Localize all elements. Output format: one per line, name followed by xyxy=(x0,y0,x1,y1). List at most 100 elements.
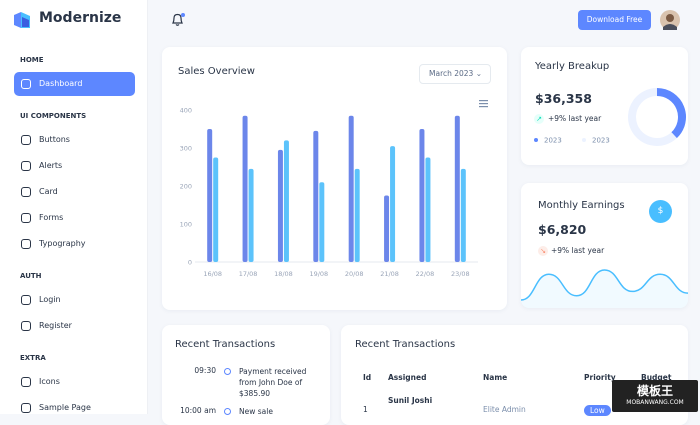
nav-icon xyxy=(21,213,31,223)
donut-segment xyxy=(656,88,686,139)
earnings-icon: $ xyxy=(649,200,672,223)
x-tick-label: 17/08 xyxy=(239,270,258,278)
bar xyxy=(354,168,360,262)
yearly-breakup-card: Yearly Breakup $36,358 ↗ +9% last year 2… xyxy=(521,47,688,165)
y-tick-label: 400 xyxy=(180,107,192,115)
bar xyxy=(390,146,396,262)
x-tick-label: 23/08 xyxy=(451,270,470,278)
table-cell: Elite Admin xyxy=(483,405,526,414)
card-title: Recent Transactions xyxy=(355,339,456,350)
nav-icon xyxy=(21,403,31,413)
table-cell: 1 xyxy=(363,405,368,414)
y-tick-label: 0 xyxy=(188,259,192,267)
bell-icon[interactable] xyxy=(170,12,186,28)
down-icon: ↘ xyxy=(538,246,548,256)
nav-label: Icons xyxy=(39,377,60,386)
month-dropdown[interactable]: March 2023 ⌄ xyxy=(419,64,491,84)
nav-label: Register xyxy=(39,321,72,330)
nav-item[interactable]: Typography xyxy=(14,232,135,256)
nav-item[interactable]: Dashboard xyxy=(14,72,135,96)
change: +9% last year xyxy=(551,246,605,255)
donut-chart: 2023 2023 xyxy=(534,88,686,146)
chart-menu[interactable] xyxy=(479,100,488,108)
nav-item[interactable]: Alerts xyxy=(14,154,135,178)
nav-item[interactable]: Register xyxy=(14,314,135,338)
nav-item[interactable]: Sample Page xyxy=(14,396,135,420)
bar xyxy=(277,149,283,262)
nav-icon xyxy=(21,295,31,305)
card-title: Monthly Earnings xyxy=(538,200,625,211)
nav-label: Forms xyxy=(39,213,64,222)
dot xyxy=(224,368,231,375)
donut-segment xyxy=(628,88,677,146)
change: +9% last year xyxy=(548,114,602,123)
nav-item[interactable]: Forms xyxy=(14,206,135,230)
y-tick-label: 100 xyxy=(180,221,192,229)
download-button[interactable]: Download Free xyxy=(578,10,651,30)
bar-chart: 0 100 200 300 400 16/08 17/08 18/08 19/08 20/08 21… xyxy=(180,100,488,278)
sidebar: Modernize HOME Dashboard UI COMPONENTS Butt… xyxy=(0,0,148,414)
bar xyxy=(283,140,289,262)
nav-heading: AUTH xyxy=(20,272,42,280)
amount: $6,820 xyxy=(538,222,587,237)
card-title: Yearly Breakup xyxy=(535,61,610,72)
nav: HOME Dashboard UI COMPONENTS Buttons Alerts C… xyxy=(14,50,135,420)
sales-overview-card: Sales Overview March 2023 ⌄ 0 100 200 300 400… xyxy=(162,47,507,310)
nav-label: Typography xyxy=(39,239,86,248)
nav-label: Sample Page xyxy=(39,403,91,412)
nav-icon xyxy=(21,321,31,331)
nav-icon xyxy=(21,79,31,89)
area-chart xyxy=(521,269,688,308)
nav-icon xyxy=(21,187,31,197)
bar xyxy=(319,182,325,262)
brand: Modernize xyxy=(39,10,122,26)
nav-item[interactable]: Login xyxy=(14,288,135,312)
x-tick-label: 19/08 xyxy=(309,270,328,278)
table-header: Budget xyxy=(641,373,672,382)
table-header: Assigned xyxy=(388,373,427,382)
x-tick-label: 20/08 xyxy=(345,270,364,278)
legend-dot xyxy=(534,138,538,142)
area-fill xyxy=(521,270,688,308)
time: 10:00 am xyxy=(180,406,216,415)
bar xyxy=(242,115,248,262)
legend-dot xyxy=(582,138,586,142)
bar xyxy=(460,168,466,262)
legend-label: 2023 xyxy=(544,137,562,145)
nav-icon xyxy=(21,377,31,387)
x-tick-label: 18/08 xyxy=(274,270,293,278)
nav-item[interactable]: Card xyxy=(14,180,135,204)
bar xyxy=(419,129,425,262)
nav-icon xyxy=(21,239,31,249)
table-header: Name xyxy=(483,373,508,382)
avatar[interactable] xyxy=(660,10,680,30)
logo-icon xyxy=(14,12,30,28)
legend-label: 2023 xyxy=(592,137,610,145)
card-title: Recent Transactions xyxy=(175,339,276,350)
bar xyxy=(454,115,460,262)
event: New sale xyxy=(239,407,273,416)
chevron: ⌄ xyxy=(475,69,482,78)
nav-heading: UI COMPONENTS xyxy=(20,112,87,120)
x-tick-label: 16/08 xyxy=(203,270,222,278)
watermark-url: MOBANWANG.COM xyxy=(626,399,684,406)
monthly-earnings-card: Monthly Earnings $ $6,820 ↘ +9% last yea… xyxy=(521,183,688,308)
dropdown-label: March 2023 xyxy=(429,69,474,78)
bar xyxy=(248,168,254,262)
nav-item[interactable]: Icons xyxy=(14,370,135,394)
table-cell: Low xyxy=(584,405,611,416)
x-tick-label: 22/08 xyxy=(416,270,435,278)
time: 09:30 xyxy=(194,366,216,375)
nav-icon xyxy=(21,135,31,145)
page: Modernize HOME Dashboard UI COMPONENTS Butt… xyxy=(0,0,698,416)
nav-heading: HOME xyxy=(20,56,44,64)
event: Payment received from John Doe of $385.9… xyxy=(239,367,307,398)
y-tick-label: 200 xyxy=(180,183,192,191)
nav-label: Dashboard xyxy=(39,79,83,88)
y-tick-label: 300 xyxy=(180,145,192,153)
table-header: Id xyxy=(363,373,372,382)
bar xyxy=(207,129,213,262)
watermark-title: 模板王 xyxy=(636,384,673,398)
bar xyxy=(348,115,354,262)
nav-item[interactable]: Buttons xyxy=(14,128,135,152)
